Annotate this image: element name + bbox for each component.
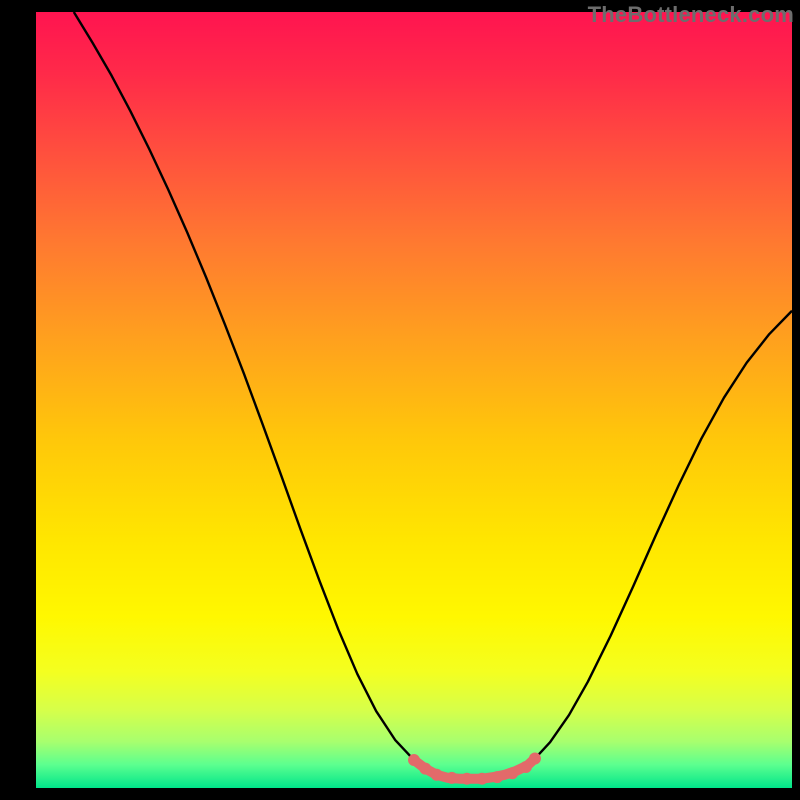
highlight-dot (506, 767, 518, 779)
highlight-dot (446, 772, 458, 784)
main-curve (74, 12, 792, 779)
highlight-dot (431, 769, 443, 781)
highlight-dot (491, 771, 503, 783)
highlight-dot (461, 773, 473, 785)
watermark-text: TheBottleneck.com (588, 2, 794, 28)
chart-frame: TheBottleneck.com (0, 0, 800, 800)
highlight-dot (520, 761, 532, 773)
chart-svg (36, 12, 792, 788)
plot-area (36, 12, 792, 788)
highlight-dot (408, 754, 420, 766)
highlight-dot (419, 763, 431, 775)
highlight-dot (476, 773, 488, 785)
highlight-dot (529, 753, 541, 765)
